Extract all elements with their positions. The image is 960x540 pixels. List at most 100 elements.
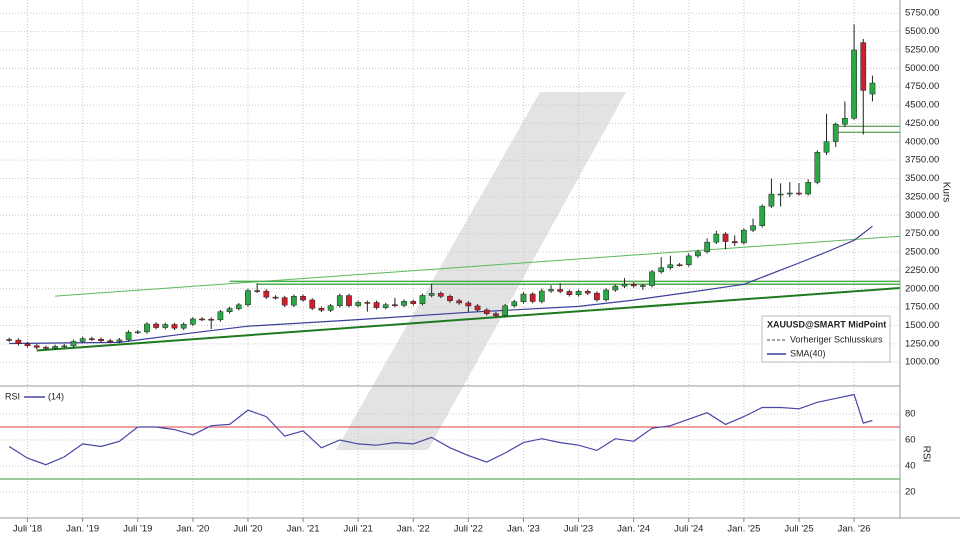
x-tick-label: Jan. '21: [287, 524, 320, 535]
candle-body: [162, 324, 169, 328]
candle-body: [346, 295, 352, 306]
candle-body: [456, 300, 463, 304]
candle-body: [428, 293, 435, 296]
candle-body: [125, 331, 132, 341]
y-tick-label: 2000.00: [905, 283, 939, 294]
y-tick-label: 60: [905, 435, 916, 446]
candle-body: [842, 118, 848, 125]
y-tick-label: 4000.00: [905, 136, 939, 147]
candle-body: [502, 305, 508, 316]
y-tick-label: 4500.00: [905, 100, 939, 111]
candle-body: [208, 318, 215, 321]
candle-body: [667, 264, 674, 268]
y-tick-label: 3000.00: [905, 210, 939, 221]
y-tick-label: 1500.00: [905, 320, 939, 331]
y-tick-label: 2250.00: [905, 265, 939, 276]
candle-body: [695, 251, 701, 257]
x-tick-label: Jan. '19: [66, 524, 99, 535]
candle-body: [327, 305, 334, 311]
candle-body: [869, 82, 876, 95]
candle-body: [640, 285, 646, 287]
x-tick-label: Juli '21: [344, 524, 373, 535]
candle-body: [190, 318, 196, 325]
y-tick-label: 5250.00: [905, 44, 939, 55]
candle-body: [15, 339, 22, 344]
candle-body: [575, 291, 582, 295]
candle-body: [860, 42, 867, 91]
y-tick-label: 2750.00: [905, 228, 939, 239]
y-tick-label: 1250.00: [905, 338, 939, 349]
candle-body: [603, 289, 609, 301]
candle-body: [43, 347, 49, 349]
candle-body: [144, 323, 150, 333]
watermark: [336, 92, 626, 450]
candle-body: [226, 308, 233, 312]
candle-body: [309, 299, 316, 309]
candle-body: [557, 289, 564, 292]
candle-body: [594, 292, 600, 301]
x-tick-label: Juli '18: [13, 524, 42, 535]
candle-body: [419, 295, 426, 304]
y-tick-label: 5000.00: [905, 63, 939, 74]
candle-body: [777, 193, 784, 196]
y-tick-label: 1000.00: [905, 357, 939, 368]
candle-body: [263, 290, 270, 298]
candle-body: [649, 271, 655, 286]
legend-label: XAUUSD@SMART MidPoint: [767, 319, 886, 329]
candle-body: [88, 338, 95, 340]
candle-body: [520, 293, 527, 302]
candle-body: [171, 324, 178, 329]
candle-body: [217, 311, 224, 321]
candle-body: [24, 343, 31, 347]
candle-body: [401, 301, 407, 306]
x-tick-label: Juli '23: [564, 524, 593, 535]
candle-body: [538, 290, 545, 302]
candle-body: [832, 123, 839, 142]
legend-label: Vorheriger Schlusskurs: [790, 334, 883, 344]
x-tick-label: Jan. '24: [617, 524, 650, 535]
candle-body: [318, 308, 325, 311]
candle-body: [364, 302, 371, 304]
candle-body: [70, 341, 77, 347]
candle-body: [281, 297, 288, 306]
legend-label: SMA(40): [790, 348, 826, 358]
candle-body: [98, 338, 104, 342]
candle-body: [134, 331, 141, 334]
candle-body: [511, 301, 518, 307]
candle-body: [235, 304, 242, 309]
y-tick-label: 5500.00: [905, 26, 939, 37]
candle-body: [474, 305, 481, 311]
candle-body: [254, 290, 260, 292]
candle-body: [437, 293, 444, 297]
candle-body: [612, 285, 619, 291]
candle-body: [704, 241, 710, 253]
candle-body: [676, 264, 683, 266]
y-tick-label: 40: [905, 461, 916, 472]
y-tick-label: 20: [905, 487, 916, 498]
x-tick-label: Jan. '25: [727, 524, 760, 535]
candle-body: [199, 318, 205, 321]
candle-body: [392, 304, 398, 306]
candle-body: [6, 339, 13, 341]
candle-body: [493, 313, 499, 316]
y-tick-label: 80: [905, 409, 916, 420]
candle-body: [805, 182, 812, 195]
candle-body: [483, 309, 490, 314]
candle-body: [722, 233, 729, 242]
candle-body: [621, 283, 628, 287]
y-axis-label: Kurs: [940, 182, 951, 203]
candle-body: [52, 346, 58, 349]
y-axis-label: RSI: [920, 446, 931, 463]
candle-body: [741, 229, 747, 244]
candle-body: [630, 283, 637, 287]
panel-title: RSI: [5, 391, 20, 401]
candle-body: [33, 345, 40, 348]
candle-body: [107, 340, 114, 343]
candle-body: [768, 193, 775, 207]
candle-body: [61, 345, 68, 348]
candle-body: [851, 49, 857, 119]
candle-body: [300, 295, 306, 301]
y-tick-label: 4750.00: [905, 81, 939, 92]
candle-body: [584, 291, 591, 294]
